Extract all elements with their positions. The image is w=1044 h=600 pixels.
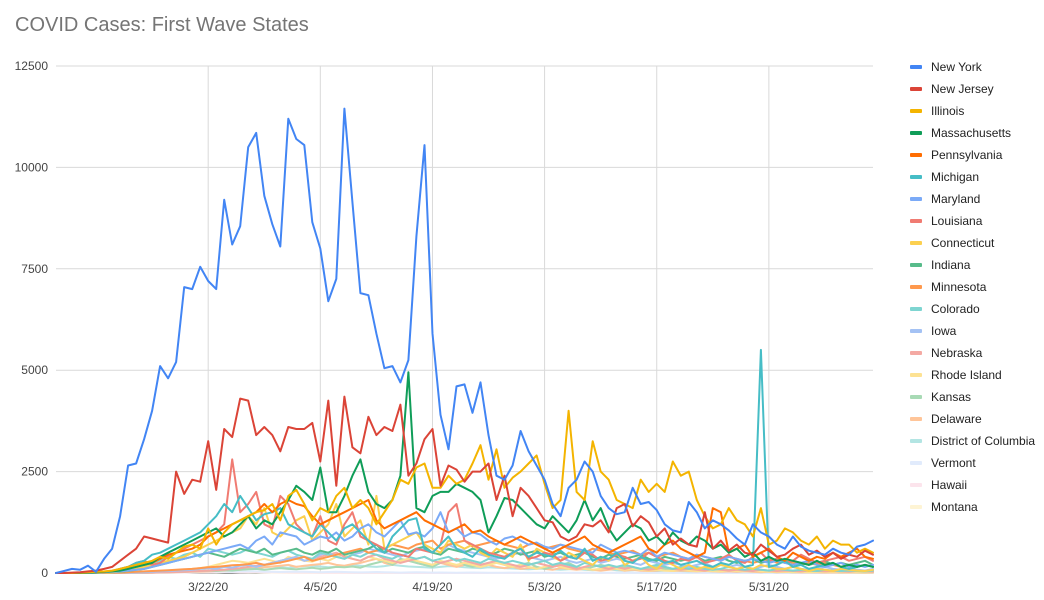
series-lines <box>55 107 874 574</box>
legend-swatch <box>910 351 922 355</box>
legend-label: Hawaii <box>931 478 968 492</box>
legend-item: Indiana <box>910 254 1035 276</box>
legend-label: Colorado <box>931 302 980 316</box>
x-tick-label: 4/5/20 <box>304 580 338 594</box>
legend-swatch <box>910 373 922 377</box>
legend-item: Colorado <box>910 298 1035 320</box>
series-line-new-jersey <box>55 395 874 574</box>
legend-swatch <box>910 307 922 311</box>
y-tick-label: 5000 <box>21 363 48 377</box>
series-line-illinois <box>55 409 874 574</box>
legend-label: Vermont <box>931 456 976 470</box>
legend-swatch <box>910 131 922 135</box>
legend-label: Iowa <box>931 324 957 338</box>
legend-swatch <box>910 417 922 421</box>
legend-swatch <box>910 87 922 91</box>
legend-item: Massachusetts <box>910 122 1035 144</box>
legend-item: New York <box>910 56 1035 78</box>
legend-item: Iowa <box>910 320 1035 342</box>
x-tick-label: 5/3/20 <box>528 580 562 594</box>
series-line-michigan <box>55 348 874 574</box>
series-line-connecticut <box>55 494 874 574</box>
axes: 0 2500 5000 7500 10000 12500 3/22/20 4/5/20 4/19… <box>15 59 790 594</box>
series-line-maryland <box>55 511 874 574</box>
legend: New York New Jersey Illinois Massachusetts P… <box>910 56 1035 518</box>
series-line-massachusetts <box>55 371 874 574</box>
legend-label: Delaware <box>931 412 982 426</box>
legend-item: Nebraska <box>910 342 1035 364</box>
y-tick-label: 12500 <box>15 59 49 73</box>
legend-swatch <box>910 263 922 267</box>
legend-label: Massachusetts <box>931 126 1012 140</box>
legend-item: Pennsylvania <box>910 144 1035 166</box>
legend-item: Kansas <box>910 386 1035 408</box>
legend-label: Indiana <box>931 258 971 272</box>
legend-label: Louisiana <box>931 214 983 228</box>
legend-item: Maryland <box>910 188 1035 210</box>
legend-swatch <box>910 241 922 245</box>
legend-swatch <box>910 175 922 179</box>
chart-title: COVID Cases: First Wave States <box>15 14 309 36</box>
legend-label: Michigan <box>931 170 980 184</box>
legend-label: Minnesota <box>931 280 987 294</box>
legend-swatch <box>910 153 922 157</box>
legend-item: Delaware <box>910 408 1035 430</box>
y-tick-label: 2500 <box>21 465 48 479</box>
legend-label: Montana <box>931 500 978 514</box>
legend-swatch <box>910 65 922 69</box>
y-tick-label: 0 <box>41 566 48 580</box>
legend-swatch <box>910 483 922 487</box>
x-tick-label: 4/19/20 <box>412 580 452 594</box>
legend-label: New York <box>931 60 982 74</box>
legend-swatch <box>910 285 922 289</box>
legend-item: District of Columbia <box>910 430 1035 452</box>
legend-label: Nebraska <box>931 346 983 360</box>
legend-label: Rhode Island <box>931 368 1002 382</box>
legend-label: District of Columbia <box>931 434 1036 448</box>
legend-swatch <box>910 461 922 465</box>
legend-item: Connecticut <box>910 232 1035 254</box>
legend-label: Pennsylvania <box>931 148 1003 162</box>
legend-label: New Jersey <box>931 82 994 96</box>
legend-swatch <box>910 395 922 399</box>
legend-item: Vermont <box>910 452 1035 474</box>
legend-item: Michigan <box>910 166 1035 188</box>
x-tick-label: 5/31/20 <box>749 580 789 594</box>
legend-swatch <box>910 329 922 333</box>
legend-swatch <box>910 439 922 443</box>
legend-item: Montana <box>910 496 1035 518</box>
y-tick-label: 7500 <box>21 262 48 276</box>
series-line-new-york <box>55 107 874 574</box>
legend-label: Illinois <box>931 104 965 118</box>
legend-item: Hawaii <box>910 474 1035 496</box>
legend-item: Rhode Island <box>910 364 1035 386</box>
legend-swatch <box>910 219 922 223</box>
legend-label: Maryland <box>931 192 981 206</box>
gridlines <box>56 65 873 574</box>
legend-item: Minnesota <box>910 276 1035 298</box>
legend-label: Connecticut <box>931 236 995 250</box>
x-tick-label: 5/17/20 <box>637 580 677 594</box>
x-tick-label: 3/22/20 <box>188 580 228 594</box>
legend-swatch <box>910 109 922 113</box>
legend-swatch <box>910 197 922 201</box>
legend-swatch <box>910 505 922 509</box>
legend-item: Louisiana <box>910 210 1035 232</box>
y-tick-label: 10000 <box>15 160 49 174</box>
legend-item: New Jersey <box>910 78 1035 100</box>
legend-label: Kansas <box>931 390 972 404</box>
legend-item: Illinois <box>910 100 1035 122</box>
